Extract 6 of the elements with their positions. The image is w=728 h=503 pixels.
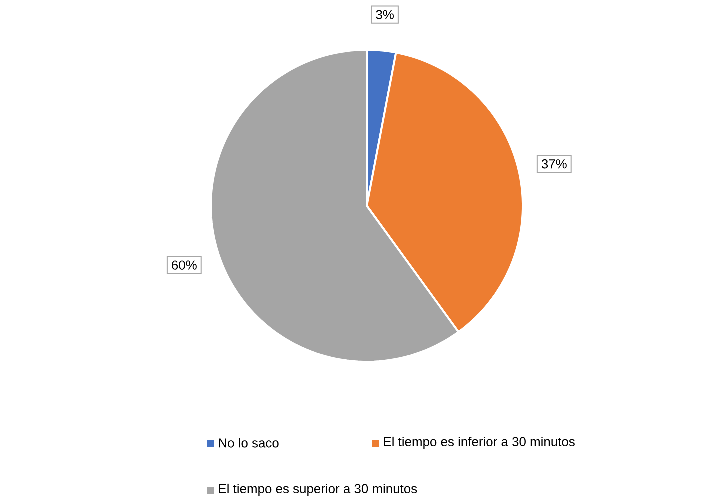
- data-label: 37%: [542, 160, 567, 169]
- legend-label: El tiempo es inferior a 30 minutos: [384, 436, 575, 450]
- data-label: 3%: [376, 10, 394, 20]
- data-label: 60%: [172, 260, 197, 270]
- legend-label: No lo saco: [219, 438, 279, 448]
- legend-label: El tiempo es superior a 30 minutos: [219, 484, 418, 496]
